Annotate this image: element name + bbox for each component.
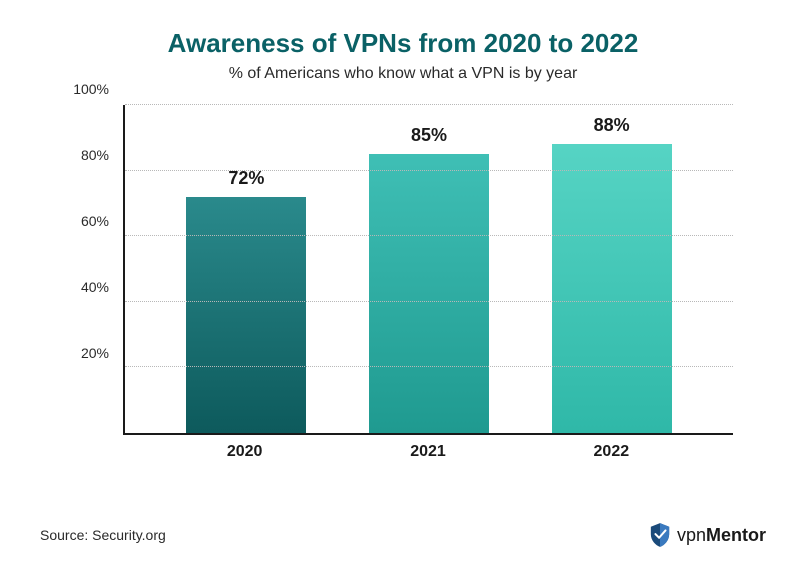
y-tick-label: 40% (81, 279, 109, 295)
bar (369, 154, 489, 433)
logo-prefix: vpn (677, 525, 706, 545)
y-axis-labels: 20%40%60%80%100% (63, 105, 119, 435)
grid-line (125, 301, 733, 302)
bar-group: 88% (552, 105, 672, 433)
bar-value-label: 72% (186, 168, 306, 189)
x-axis-labels: 2020 2021 2022 (123, 439, 733, 465)
bars-group: 72% 85% 88% (125, 105, 733, 433)
y-tick-label: 20% (81, 345, 109, 361)
bar (186, 197, 306, 433)
x-tick-label: 2022 (551, 443, 671, 461)
logo-text: vpnMentor (677, 525, 766, 546)
grid-line (125, 170, 733, 171)
x-tick-label: 2020 (185, 443, 305, 461)
x-tick-label: 2021 (368, 443, 488, 461)
y-tick-label: 60% (81, 213, 109, 229)
plot-area: 72% 85% 88% (123, 105, 733, 435)
footer: Source: Security.org vpnMentor (40, 522, 766, 548)
bar-group: 85% (369, 105, 489, 433)
bar-value-label: 88% (552, 115, 672, 136)
grid-line (125, 366, 733, 367)
chart-title: Awareness of VPNs from 2020 to 2022 (40, 28, 766, 59)
bar-group: 72% (186, 105, 306, 433)
chart-area: 20%40%60%80%100% 72%85%88% 202020212022 (63, 105, 743, 465)
chart-container: Awareness of VPNs from 2020 to 2022 % of… (0, 0, 806, 566)
y-tick-label: 100% (73, 81, 109, 97)
source-text: Source: Security.org (40, 527, 166, 543)
bar (552, 144, 672, 433)
chart-subtitle: % of Americans who know what a VPN is by… (40, 65, 766, 83)
shield-icon (649, 522, 671, 548)
bar-value-label: 85% (369, 125, 489, 146)
brand-logo: vpnMentor (649, 522, 766, 548)
y-tick-label: 80% (81, 147, 109, 163)
grid-line (125, 104, 733, 105)
logo-suffix: Mentor (706, 525, 766, 545)
grid-line (125, 235, 733, 236)
